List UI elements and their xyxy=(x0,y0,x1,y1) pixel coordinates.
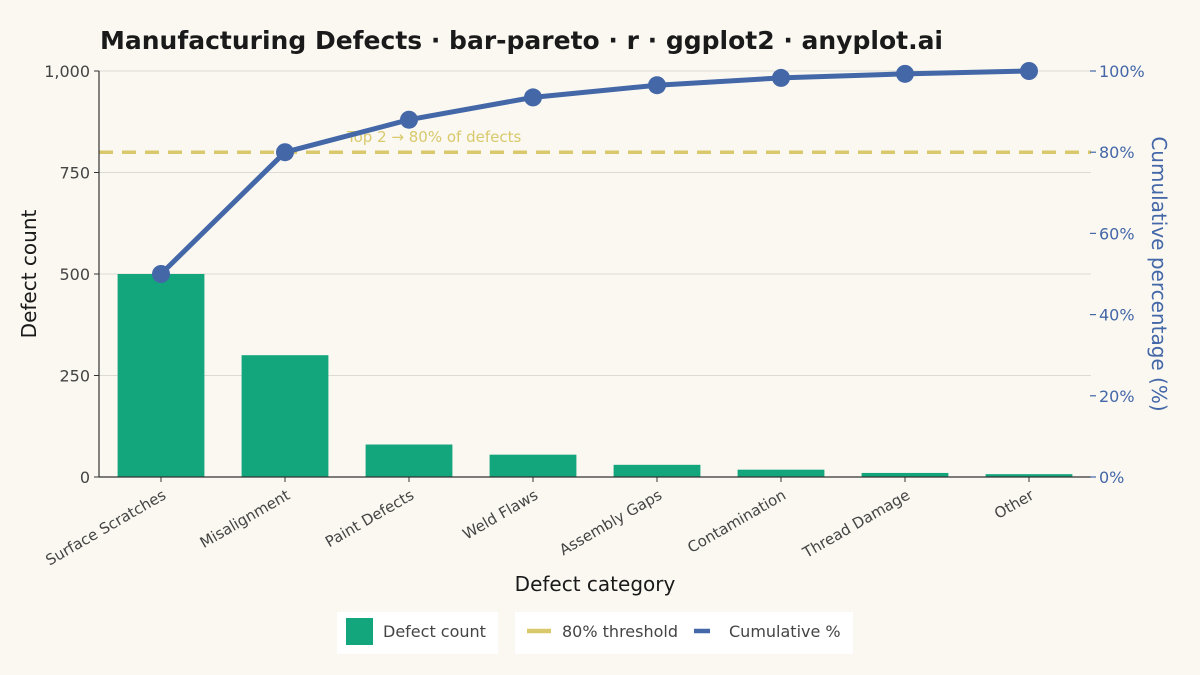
threshold-group: Top 2 → 80% of defects xyxy=(99,128,1091,154)
bar xyxy=(117,274,205,477)
y2-tick-label: 60% xyxy=(1099,224,1135,243)
x-tick-label: Contamination xyxy=(684,486,789,557)
y-tick-label: 0 xyxy=(80,468,90,487)
x-tick-label: Surface Scratches xyxy=(42,486,169,570)
y2-tick-label: 100% xyxy=(1099,62,1145,81)
y-axis-right-ticks: 0% 20% 40% 60% 80% 100% xyxy=(1090,62,1145,487)
cumulative-line xyxy=(159,68,1030,276)
x-axis-ticks: Surface Scratches Misalignment Paint Defec… xyxy=(42,477,1038,570)
bar xyxy=(985,474,1073,477)
bar xyxy=(241,355,329,477)
y2-axis-title: Cumulative percentage (%) xyxy=(1147,136,1171,411)
chart-title: Manufacturing Defects · bar-pareto · r ·… xyxy=(100,26,943,55)
y2-tick-label: 40% xyxy=(1099,306,1135,325)
cumulative-point xyxy=(1020,62,1038,80)
bar xyxy=(861,472,949,477)
y2-tick-label: 20% xyxy=(1099,387,1135,406)
cumulative-point xyxy=(400,110,418,129)
bar xyxy=(737,469,825,477)
cumulative-point xyxy=(648,76,666,95)
cumulative-point xyxy=(276,143,294,162)
bar xyxy=(489,454,577,477)
bar xyxy=(365,444,453,477)
x-tick-label: Paint Defects xyxy=(322,486,417,551)
x-tick-label: Other xyxy=(991,485,1038,522)
legend-label-cumulative: Cumulative % xyxy=(729,622,841,641)
y-tick-label: 750 xyxy=(59,164,90,183)
cumulative-point xyxy=(152,265,170,283)
y2-tick-label: 80% xyxy=(1099,143,1135,162)
legend-key-bar xyxy=(346,618,373,645)
x-tick-label: Weld Flaws xyxy=(459,486,541,544)
cumulative-point xyxy=(772,68,790,87)
legend-box-lines xyxy=(515,612,853,654)
bars xyxy=(117,274,1073,477)
y-tick-label: 500 xyxy=(59,265,90,284)
threshold-annotation: Top 2 → 80% of defects xyxy=(346,128,521,146)
x-tick-label: Assembly Gaps xyxy=(556,486,665,559)
cumulative-line-group xyxy=(152,62,1038,283)
x-tick-label: Misalignment xyxy=(197,486,293,552)
legend-label-threshold: 80% threshold xyxy=(562,622,678,641)
cumulative-point xyxy=(896,64,914,83)
cumulative-point xyxy=(524,88,542,107)
y-tick-label: 1,000 xyxy=(44,62,90,81)
legend: Defect count 80% threshold Cumulative % xyxy=(337,612,853,654)
bar xyxy=(613,464,701,477)
x-tick-label: Thread Damage xyxy=(799,486,913,562)
legend-label-bar: Defect count xyxy=(383,622,486,641)
y2-tick-label: 0% xyxy=(1099,468,1124,487)
y-axis-title: Defect count xyxy=(17,210,41,339)
y-tick-label: 250 xyxy=(59,367,90,386)
x-axis-title: Defect category xyxy=(515,572,676,596)
y-axis-left-ticks: 0 250 500 750 1,000 xyxy=(44,62,99,487)
